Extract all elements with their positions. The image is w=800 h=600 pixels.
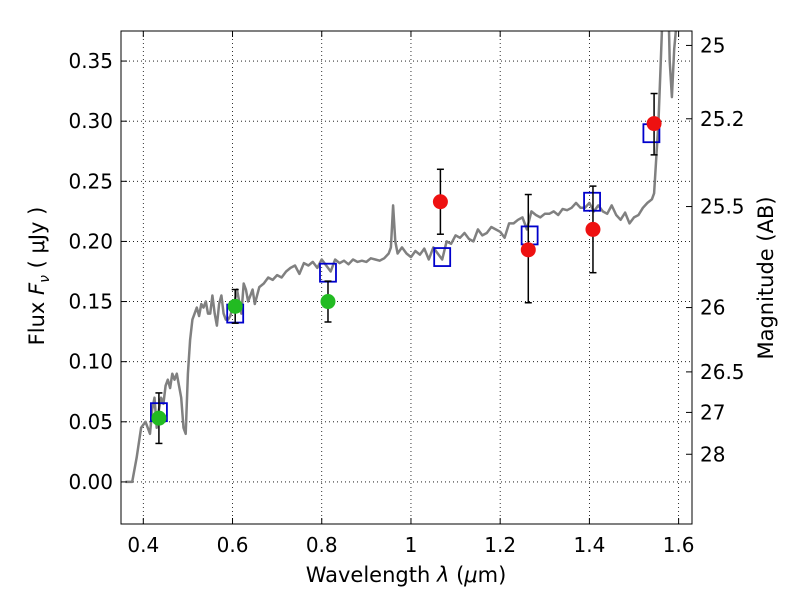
- grid: [121, 31, 692, 524]
- x-tick-label: 0.8: [306, 533, 338, 557]
- observed-photometry-point: [227, 298, 243, 314]
- observed-photometry-point: [520, 242, 536, 258]
- ticks-layer: 0.4 0.6 0.8 1 1.2 1.4 1.6 0.00 0.05 0.10 0.15 0.20 0…: [68, 31, 745, 557]
- spectrum-line: [125, 31, 678, 484]
- observed-photometry-layer: [151, 92, 662, 445]
- y-tick-label: 0.25: [68, 169, 113, 193]
- model-photometry-layer: [150, 123, 661, 423]
- x-axis-label: Wavelength λ (μm): [306, 563, 507, 587]
- y-axis-label-symbol: F: [25, 282, 49, 295]
- observed-photometry-point: [151, 410, 167, 426]
- y-axis-label-unit: ( μJy ): [25, 207, 49, 269]
- y2-axis-label: Magnitude (AB): [754, 196, 778, 359]
- observed-photometry-point: [646, 116, 662, 132]
- x-axis-label-symbol: λ: [436, 563, 449, 587]
- spectrum-layer: [125, 31, 678, 484]
- x-tick-label: 1.4: [573, 533, 605, 557]
- y2-tick-label: 27: [700, 400, 725, 424]
- y-tick-label: 0.05: [68, 410, 113, 434]
- x-tick-label: 1: [405, 533, 418, 557]
- x-tick-label: 0.6: [217, 533, 249, 557]
- y-tick-label: 0.30: [68, 109, 113, 133]
- observed-photometry-point: [432, 194, 448, 210]
- y-axis-label-prefix: Flux: [25, 302, 49, 346]
- y2-tick-label: 28: [700, 442, 725, 466]
- y-tick-label: 0.35: [68, 49, 113, 73]
- y2-tick-label: 25.5: [700, 195, 745, 219]
- y-tick-label: 0.00: [68, 470, 113, 494]
- model-photometry-square: [583, 191, 601, 212]
- y2-tick-label: 26: [700, 296, 725, 320]
- x-axis-label-prefix: Wavelength: [306, 563, 431, 587]
- y-axis-label: Flux Fν ( μJy ): [25, 207, 54, 346]
- y-axis-label-subscript: ν: [37, 275, 53, 283]
- x-tick-label: 0.4: [127, 533, 159, 557]
- y-tick-label: 0.10: [68, 350, 113, 374]
- y2-tick-label: 26.5: [700, 360, 745, 384]
- x-axis-label-unit-mu: μ: [463, 563, 477, 587]
- observed-photometry-point: [585, 221, 601, 237]
- model-photometry-square: [433, 247, 452, 267]
- x-tick-label: 1.2: [484, 533, 516, 557]
- x-axis-label-unit-open: (: [456, 563, 464, 587]
- observed-photometry-point: [320, 294, 336, 310]
- plot-frame: [120, 30, 693, 525]
- y-tick-label: 0.20: [68, 229, 113, 253]
- y2-tick-label: 25.2: [700, 107, 745, 131]
- x-tick-label: 1.6: [663, 533, 695, 557]
- y-tick-label: 0.15: [68, 290, 113, 314]
- x-axis-label-unit-rest: m): [478, 563, 507, 587]
- y2-tick-label: 25: [700, 33, 725, 57]
